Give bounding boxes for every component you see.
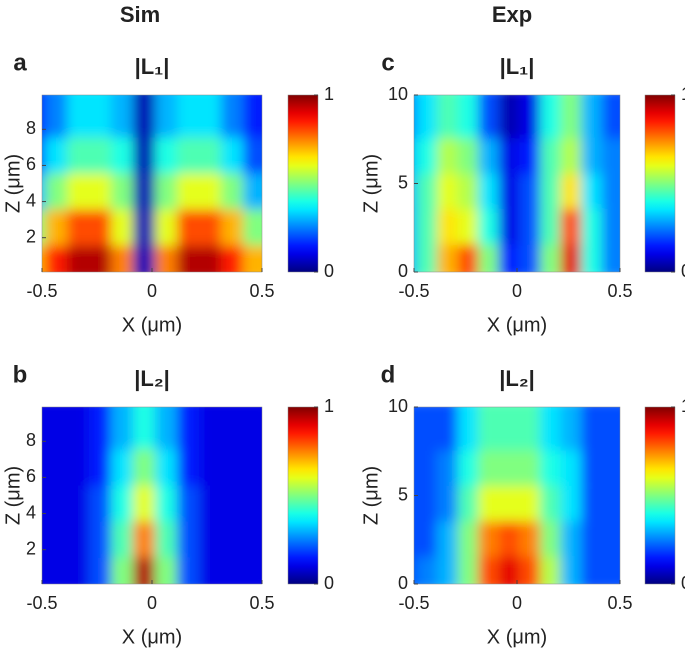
x-tick-label: 0.5 <box>607 281 632 301</box>
y-axis-label: Z (μm) <box>360 154 382 213</box>
colorbar-tick-label: 0 <box>681 573 685 593</box>
colorbar-tick-label: 0 <box>324 261 334 281</box>
y-axis-label: Z (μm) <box>2 466 24 525</box>
heatmap-cell <box>243 95 262 138</box>
x-tick-label: -0.5 <box>26 593 57 613</box>
x-tick-label: -0.5 <box>398 281 429 301</box>
panel-label: d <box>381 361 396 388</box>
x-tick-label: 0 <box>512 281 522 301</box>
y-tick-label: 4 <box>26 502 36 522</box>
x-tick-label: 0.5 <box>249 281 274 301</box>
x-tick-label: 0 <box>512 593 522 613</box>
heatmap <box>414 407 620 584</box>
panel-title: |L₁| <box>500 54 535 79</box>
colorbar-tick-label: 1 <box>324 84 334 104</box>
colorbar <box>644 406 676 585</box>
y-tick-label: 4 <box>26 190 36 210</box>
heatmap-cells <box>42 407 262 584</box>
colorbar-tick-label: 0 <box>324 573 334 593</box>
x-tick-label: 0 <box>147 593 157 613</box>
heatmap-cells <box>414 407 620 584</box>
colorbar-tick-label: 1 <box>324 396 334 416</box>
y-tick-label: 5 <box>398 484 408 504</box>
y-tick-label: 8 <box>26 430 36 450</box>
heatmap <box>42 95 262 272</box>
heatmap-cell <box>601 95 620 139</box>
y-tick-label: 0 <box>398 573 408 593</box>
y-tick-label: 6 <box>26 466 36 486</box>
x-tick-label: -0.5 <box>398 593 429 613</box>
x-tick-label: 0.5 <box>249 593 274 613</box>
panel-label: c <box>381 49 394 76</box>
y-tick-label: 5 <box>398 172 408 192</box>
x-axis-label: X (μm) <box>122 626 182 648</box>
heatmap-cells <box>42 95 262 272</box>
y-tick-label: 10 <box>388 84 408 104</box>
colorbar-tick-label: 1 <box>681 84 685 104</box>
colorbar-tick-label: 1 <box>681 396 685 416</box>
panel-title: |L₁| <box>135 54 170 79</box>
x-tick-label: 0.5 <box>607 593 632 613</box>
y-tick-label: 8 <box>26 118 36 138</box>
y-tick-label: 6 <box>26 154 36 174</box>
x-tick-label: 0 <box>147 281 157 301</box>
colorbar <box>644 94 676 273</box>
y-tick-label: 2 <box>26 538 36 558</box>
colorbar-tick-label: 0 <box>681 261 685 281</box>
column-title: Exp <box>492 2 532 27</box>
panel-title: |L₂| <box>499 366 535 391</box>
y-axis-label: Z (μm) <box>360 466 382 525</box>
colorbar <box>287 94 319 273</box>
heatmap-cell <box>601 407 620 451</box>
panel-label: a <box>13 49 27 76</box>
heatmap-cells <box>414 95 620 272</box>
x-axis-label: X (μm) <box>487 314 547 336</box>
panel-title: |L₂| <box>134 366 170 391</box>
x-tick-label: -0.5 <box>26 281 57 301</box>
y-tick-label: 2 <box>26 226 36 246</box>
heatmap <box>42 407 262 584</box>
x-axis-label: X (μm) <box>122 314 182 336</box>
x-axis-label: X (μm) <box>487 626 547 648</box>
y-tick-label: 0 <box>398 261 408 281</box>
heatmap <box>414 95 620 272</box>
panel-label: b <box>13 361 28 388</box>
y-axis-label: Z (μm) <box>2 154 24 213</box>
heatmap-cell <box>243 407 262 450</box>
column-title: Sim <box>120 2 160 27</box>
y-tick-label: 10 <box>388 396 408 416</box>
colorbar <box>287 406 319 585</box>
